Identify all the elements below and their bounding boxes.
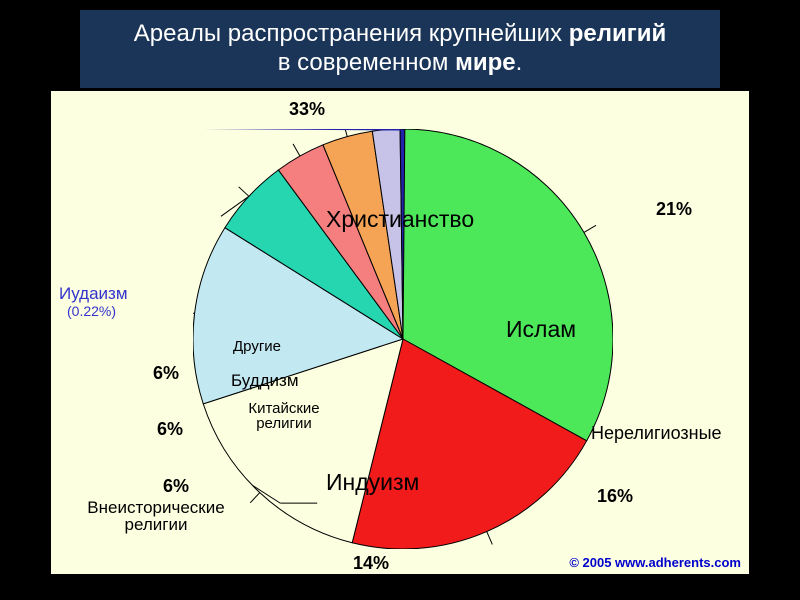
title-text-1: Ареалы распространения крупнейших (134, 20, 569, 47)
chart-area: 33% 21% 16% 14% 6% 6% 6% Христианство Ис… (50, 90, 750, 575)
pct-christianity: 33% (289, 99, 325, 120)
label-buddhism: Буддизм (231, 371, 299, 391)
label-chinese: Китайские религии (239, 401, 329, 431)
label-islam: Ислам (506, 316, 576, 343)
label-other: Другие (233, 338, 281, 355)
label-hinduism: Индуизм (326, 469, 419, 496)
pct-nonreligious: 16% (597, 486, 633, 507)
slide-root: Ареалы распространения крупнейших религи… (0, 0, 800, 600)
pct-hinduism: 14% (353, 553, 389, 574)
pct-buddhism: 6% (153, 363, 179, 384)
title-bold-1: религий (569, 20, 667, 47)
label-primal-text: Внеисторические религии (87, 498, 224, 534)
label-primal: Внеисторические религии (81, 499, 231, 533)
label-nonreligious: Нерелигиозные (591, 423, 722, 444)
pct-islam: 21% (656, 199, 692, 220)
title-text-2: в современном (278, 49, 455, 76)
title-text-3: . (516, 49, 523, 76)
copyright-text: © 2005 www.adherents.com (569, 555, 741, 570)
pct-judaism: (0.22%) (67, 303, 116, 319)
label-chinese-text: Китайские религии (248, 400, 319, 432)
title-bold-2: мире (455, 49, 516, 76)
pct-chinese: 6% (157, 419, 183, 440)
pct-primal: 6% (163, 476, 189, 497)
label-christianity: Христианство (326, 206, 474, 233)
label-judaism: Иудаизм (59, 284, 128, 304)
title-banner: Ареалы распространения крупнейших религи… (80, 10, 720, 88)
